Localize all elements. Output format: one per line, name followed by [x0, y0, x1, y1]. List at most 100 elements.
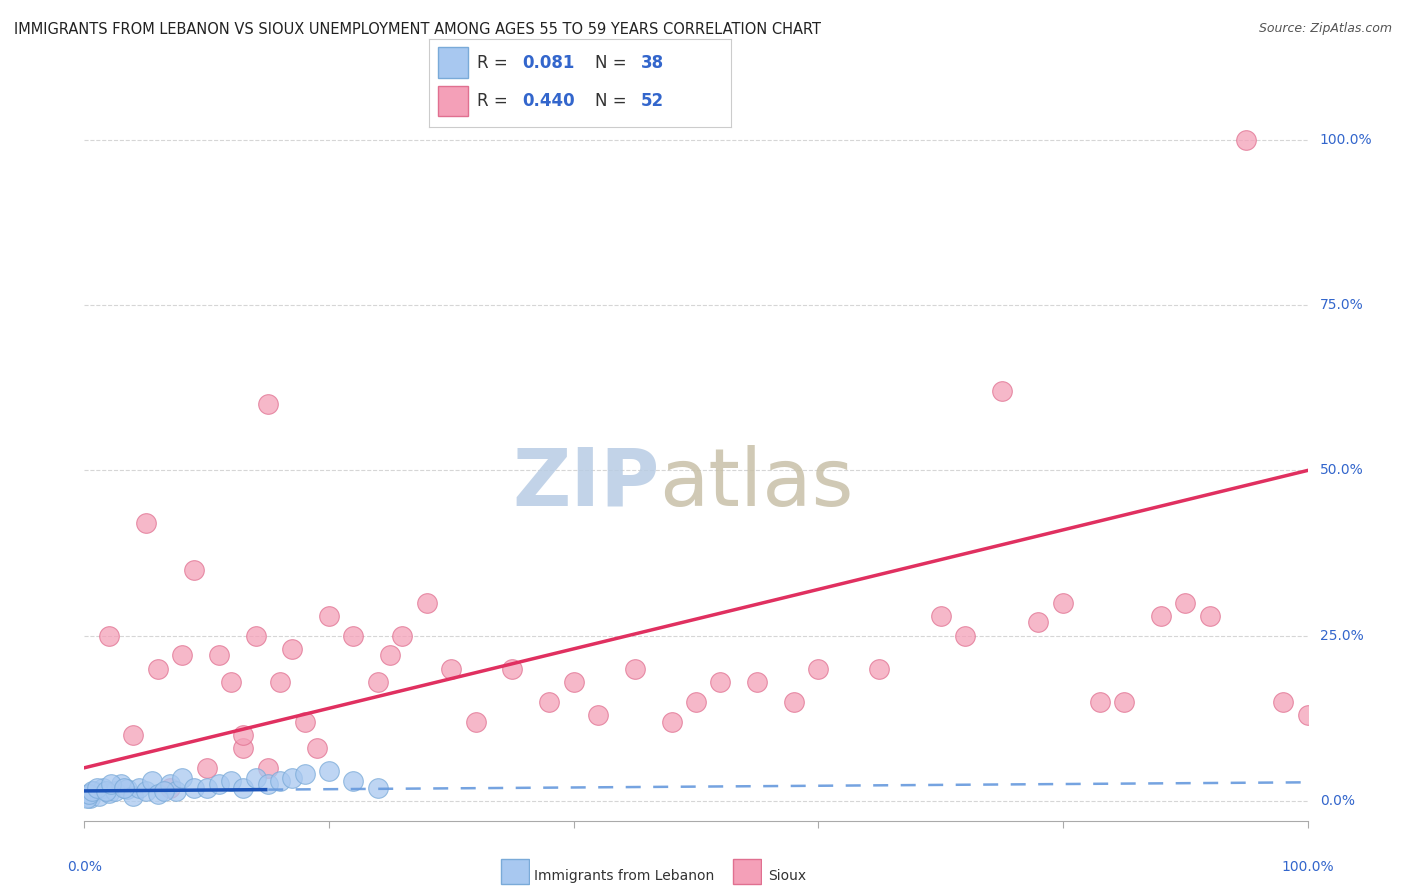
Text: N =: N =: [595, 92, 631, 111]
Text: 0.0%: 0.0%: [67, 860, 101, 874]
Text: Sioux: Sioux: [768, 869, 806, 883]
Point: [141, 774, 163, 789]
Point: [294, 714, 316, 729]
Point: [122, 789, 145, 803]
Point: [110, 777, 132, 791]
Text: atlas: atlas: [659, 445, 853, 523]
Point: [135, 784, 157, 798]
Point: [77, 787, 100, 801]
Text: 100.0%: 100.0%: [1320, 133, 1372, 147]
Point: [1198, 608, 1220, 623]
Point: [783, 695, 806, 709]
Text: N =: N =: [595, 54, 631, 72]
Point: [1150, 608, 1173, 623]
Point: [281, 771, 304, 785]
Bar: [501, 860, 529, 885]
Point: [77, 787, 100, 801]
Point: [122, 728, 145, 742]
Point: [208, 648, 231, 663]
Point: [146, 787, 169, 801]
Point: [305, 741, 328, 756]
Text: 0.081: 0.081: [523, 54, 575, 72]
Point: [342, 774, 364, 789]
Point: [83, 784, 105, 798]
Text: Immigrants from Lebanon: Immigrants from Lebanon: [534, 869, 714, 883]
Text: IMMIGRANTS FROM LEBANON VS SIOUX UNEMPLOYMENT AMONG AGES 55 TO 59 YEARS CORRELAT: IMMIGRANTS FROM LEBANON VS SIOUX UNEMPLO…: [14, 22, 821, 37]
Point: [661, 714, 683, 729]
Point: [79, 790, 101, 805]
Point: [257, 761, 280, 775]
Point: [232, 728, 254, 742]
Point: [195, 761, 218, 775]
Point: [96, 784, 118, 798]
Text: 0.0%: 0.0%: [1320, 794, 1355, 808]
Point: [464, 714, 486, 729]
Point: [97, 786, 120, 800]
Point: [685, 695, 707, 709]
Point: [929, 608, 952, 623]
Point: [172, 771, 194, 785]
Point: [1088, 695, 1111, 709]
Point: [586, 707, 609, 722]
Point: [195, 780, 218, 795]
Point: [86, 780, 108, 795]
Point: [747, 674, 769, 689]
Point: [245, 629, 267, 643]
Point: [1028, 615, 1050, 630]
Point: [172, 648, 194, 663]
Point: [318, 764, 340, 778]
Point: [232, 780, 254, 795]
Point: [80, 784, 103, 798]
Point: [232, 741, 254, 756]
Text: 50.0%: 50.0%: [1320, 464, 1364, 477]
Point: [128, 780, 150, 795]
Point: [367, 780, 389, 795]
Point: [416, 596, 439, 610]
Text: 100.0%: 100.0%: [1281, 860, 1334, 874]
Point: [380, 648, 402, 663]
Point: [219, 774, 242, 789]
Point: [153, 784, 176, 798]
Point: [562, 674, 585, 689]
Text: Source: ZipAtlas.com: Source: ZipAtlas.com: [1258, 22, 1392, 36]
Point: [1296, 707, 1319, 722]
Point: [1052, 596, 1074, 610]
Text: ZIP: ZIP: [512, 445, 659, 523]
Point: [208, 777, 231, 791]
Point: [807, 662, 830, 676]
Point: [269, 774, 291, 789]
Point: [159, 780, 181, 795]
Point: [183, 563, 205, 577]
Point: [1174, 596, 1197, 610]
Point: [257, 777, 280, 791]
Point: [112, 780, 135, 795]
Point: [97, 629, 120, 643]
Point: [100, 777, 122, 791]
Bar: [437, 86, 468, 116]
Point: [709, 674, 731, 689]
Point: [342, 629, 364, 643]
Point: [146, 662, 169, 676]
Point: [183, 780, 205, 795]
Point: [165, 784, 187, 798]
Text: 38: 38: [641, 54, 664, 72]
Point: [1234, 133, 1257, 147]
Point: [135, 516, 157, 531]
Point: [219, 674, 242, 689]
Point: [1114, 695, 1136, 709]
Bar: [733, 860, 761, 885]
Point: [257, 397, 280, 411]
Point: [294, 767, 316, 781]
Point: [76, 790, 98, 805]
Point: [391, 629, 413, 643]
Text: 0.440: 0.440: [523, 92, 575, 111]
Point: [87, 789, 110, 803]
Point: [624, 662, 647, 676]
Point: [245, 771, 267, 785]
Point: [367, 674, 389, 689]
Text: 52: 52: [641, 92, 664, 111]
Point: [440, 662, 463, 676]
Point: [953, 629, 976, 643]
Point: [91, 780, 114, 795]
Point: [991, 384, 1014, 399]
